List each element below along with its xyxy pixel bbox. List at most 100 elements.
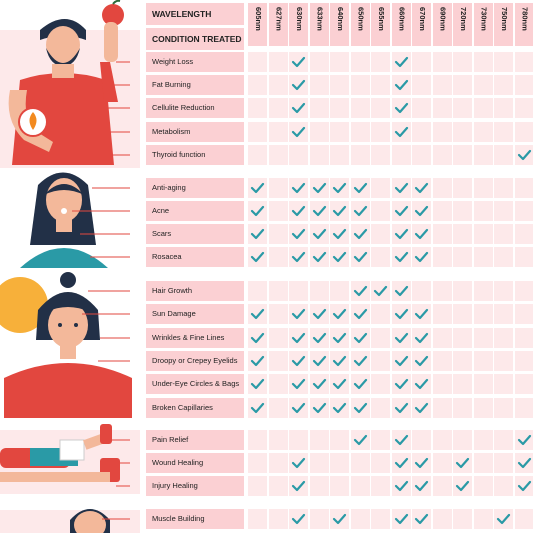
illustration-panel [0,0,140,533]
grid-cell [392,178,411,198]
wavelength-column-660nm: 660nm [392,3,411,46]
grid-cell [494,224,513,244]
grid-cell [310,476,329,496]
grid-cell [351,398,370,418]
grid-cell [371,328,390,348]
grid-cell [351,453,370,473]
grid-cell [371,398,390,418]
grid-cell [269,122,288,142]
checkmark-icon [310,351,329,371]
grid-cell [289,145,308,165]
grid-cell [392,398,411,418]
grid-cell [515,304,533,324]
grid-cell [289,98,308,118]
checkmark-icon [412,178,431,198]
grid-cell [269,224,288,244]
checkmark-icon [289,178,308,198]
checkmark-icon [392,328,411,348]
checkmark-icon [310,247,329,267]
grid-cell [330,351,349,371]
grid-cell [474,201,493,221]
condition-label: Metabolism [146,122,244,142]
grid-cell [392,75,411,95]
grid-cell [412,430,431,450]
condition-label: Wrinkles & Fine Lines [146,328,244,348]
grid-cell [474,122,493,142]
grid-cell [515,509,533,529]
grid-cell [330,145,349,165]
grid-cell [289,178,308,198]
grid-cell [494,374,513,394]
grid-cell [330,178,349,198]
grid-cell [494,122,513,142]
wavelength-label: 655nm [377,7,386,31]
grid-cell [310,201,329,221]
grid-cell [392,304,411,324]
grid-cell [310,328,329,348]
condition-label: Pain Relief [146,430,244,450]
grid-cell [392,201,411,221]
grid-cell [248,52,267,72]
grid-cell [433,351,452,371]
grid-cell [310,453,329,473]
grid-cell [351,430,370,450]
checkmark-icon [310,178,329,198]
checkmark-icon [289,453,308,473]
grid-cell [474,98,493,118]
grid-cell [453,374,472,394]
grid-cell [371,122,390,142]
checkmark-icon [310,304,329,324]
grid-cell [494,98,513,118]
condition-label: Thyroid function [146,145,244,165]
muscle-man-illustration [0,509,140,533]
grid-cell [412,145,431,165]
grid-cell [371,476,390,496]
grid-cell [515,75,533,95]
checkmark-icon [248,178,267,198]
wavelength-column-780nm: 780nm [515,3,533,46]
grid-cell [371,98,390,118]
checkmark-icon [289,75,308,95]
grid-cell [351,145,370,165]
checkmark-icon [392,398,411,418]
checkmark-icon [330,224,349,244]
grid-cell [433,201,452,221]
grid-cell [330,328,349,348]
grid-cell [330,430,349,450]
checkmark-icon [351,304,370,324]
grid-cell [392,52,411,72]
wavelength-column-633nm: 633nm [310,3,329,46]
grid-cell [412,201,431,221]
grid-cell [474,52,493,72]
grid-cell [289,224,308,244]
grid-cell [412,374,431,394]
condition-label: Broken Capillaries [146,398,244,418]
grid-cell [310,224,329,244]
grid-cell [494,430,513,450]
checkmark-icon [515,453,533,473]
grid-cell [269,374,288,394]
checkmark-icon [310,224,329,244]
grid-cell [474,476,493,496]
grid-cell [515,281,533,301]
grid-cell [248,328,267,348]
grid-cell [433,52,452,72]
grid-cell [371,224,390,244]
checkmark-icon [392,75,411,95]
grid-cell [351,122,370,142]
checkmark-icon [310,398,329,418]
grid-cell [371,453,390,473]
grid-cell [474,224,493,244]
checkmark-icon [392,281,411,301]
wavelength-label: 650nm [357,7,366,31]
checkmark-icon [412,247,431,267]
grid-cell [392,328,411,348]
grid-cell [474,398,493,418]
grid-cell [310,304,329,324]
grid-cell [310,351,329,371]
grid-cell [515,453,533,473]
grid-cell [515,351,533,371]
grid-cell [289,453,308,473]
grid-cell [248,178,267,198]
checkmark-icon [330,328,349,348]
